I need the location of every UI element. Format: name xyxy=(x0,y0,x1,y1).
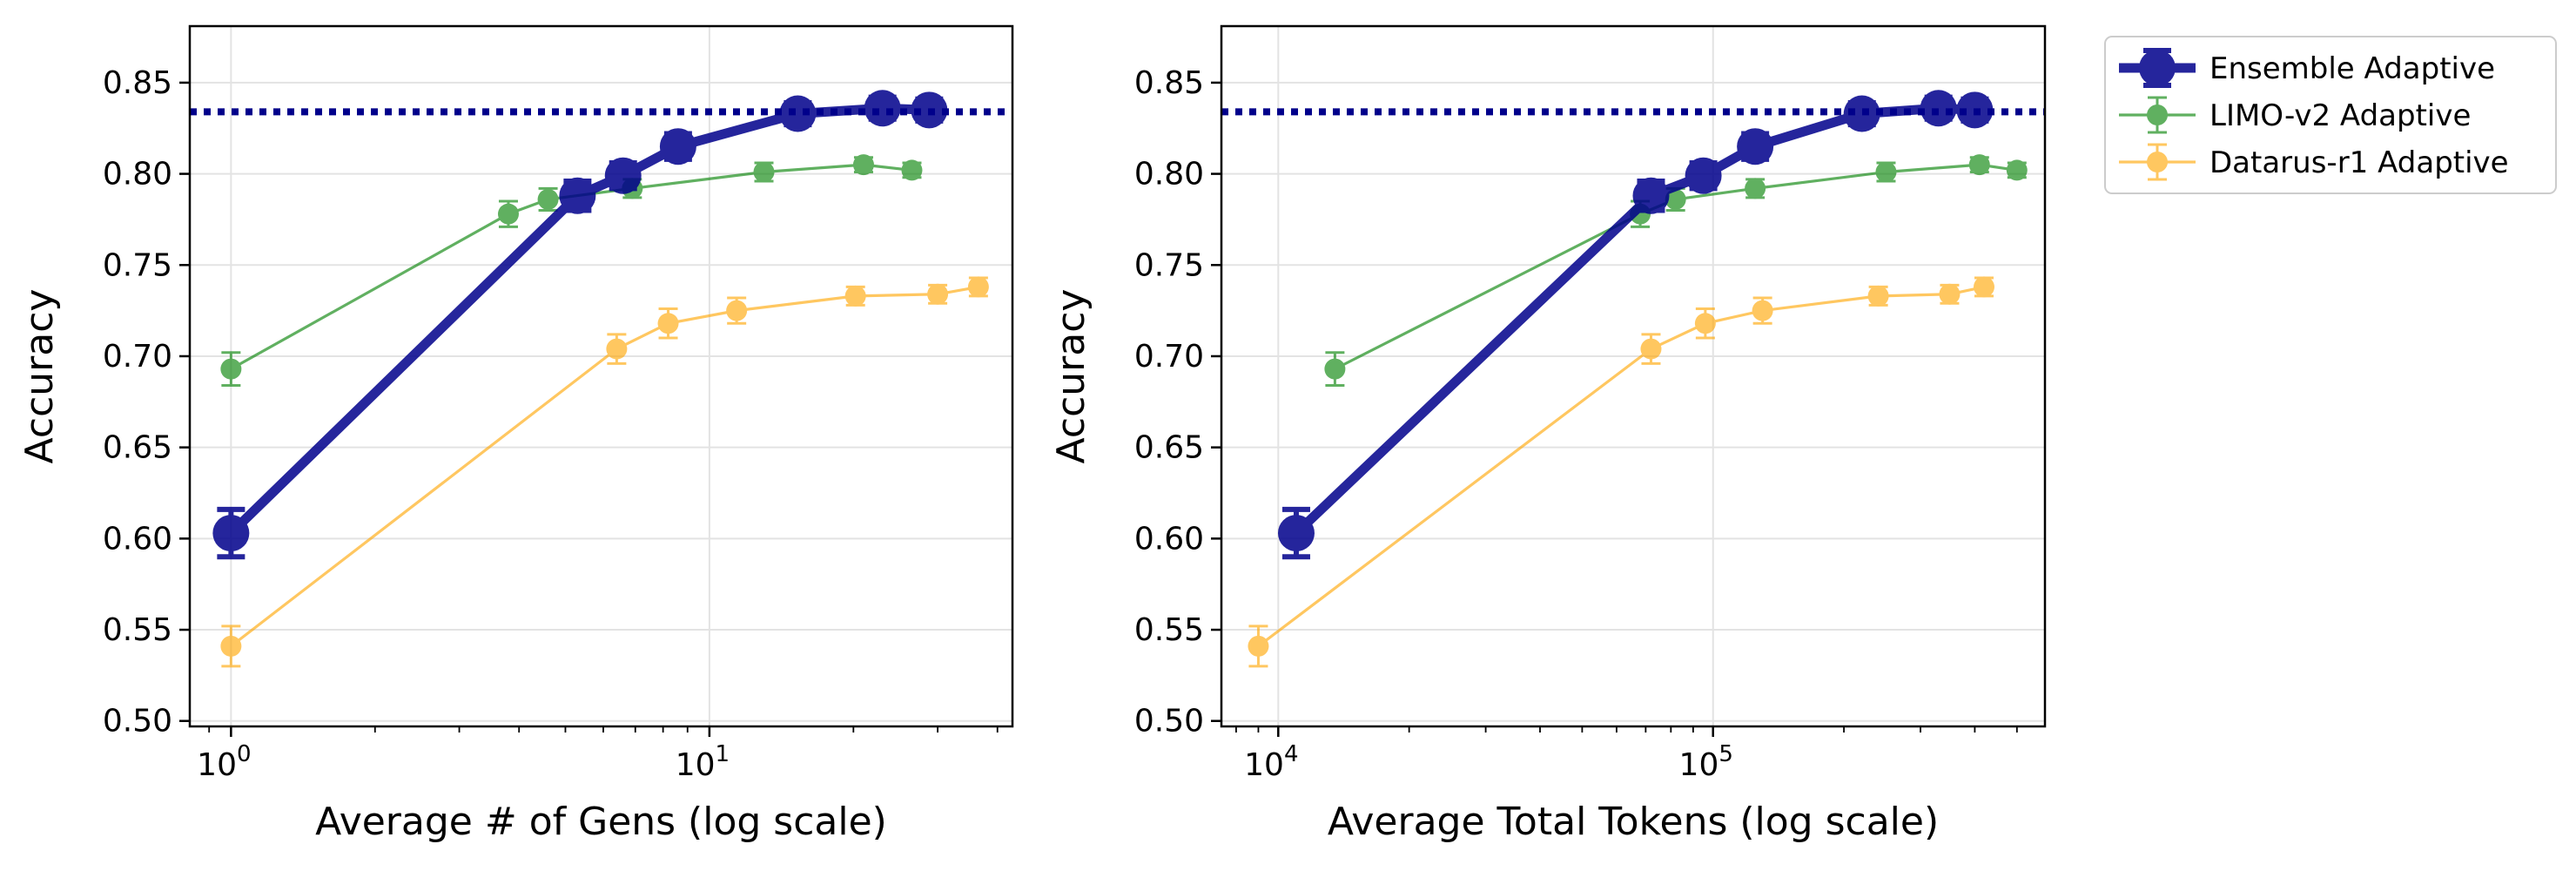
y-tick-label: 0.70 xyxy=(1134,339,1204,375)
data-point xyxy=(604,157,642,194)
x-tick-label: 104 xyxy=(1244,741,1298,783)
y-tick-label: 0.65 xyxy=(103,430,172,466)
y-tick-label: 0.65 xyxy=(1134,430,1204,466)
legend-entry-marker xyxy=(2119,143,2196,181)
data-point xyxy=(1920,90,1957,127)
data-point xyxy=(864,90,901,127)
chart-average-gens: 0.50 0.55 0.60 0.65 0.70 0.75 0.80 0.85 100 101 Av… xyxy=(17,24,1014,844)
data-point xyxy=(967,276,989,298)
legend-marker xyxy=(2139,50,2176,86)
y-tick-label: 0.80 xyxy=(103,157,172,192)
y-tick-label: 0.75 xyxy=(1134,247,1204,283)
x-tick-label: 100 xyxy=(197,741,251,783)
legend-label: Ensemble Adaptive xyxy=(2209,51,2495,86)
y-tick-label: 0.55 xyxy=(1134,612,1204,648)
x-tick-label: 101 xyxy=(676,741,730,783)
legend-marker xyxy=(2147,152,2168,172)
data-point xyxy=(1665,188,1686,210)
data-point xyxy=(1875,161,1897,183)
data-point xyxy=(537,188,559,210)
data-point xyxy=(779,95,817,132)
plot-area xyxy=(1221,26,2045,726)
data-point xyxy=(606,338,628,360)
plot-area xyxy=(190,26,1012,726)
data-point xyxy=(1737,128,1774,165)
legend-label: Datarus-r1 Adaptive xyxy=(2209,145,2509,180)
data-point xyxy=(559,177,596,214)
data-point xyxy=(901,159,923,181)
data-point xyxy=(911,91,948,129)
chart-average-tokens: 0.50 0.55 0.60 0.65 0.70 0.75 0.80 0.85 104 105 Av… xyxy=(1049,24,2047,844)
data-point xyxy=(1968,154,1990,176)
legend: Ensemble Adaptive LIMO-v2 Adaptive Datarus… xyxy=(2104,36,2557,194)
data-point xyxy=(657,313,679,334)
x-axis-title: Average # of Gens (log scale) xyxy=(315,800,887,844)
data-point xyxy=(1248,635,1269,657)
series-datarus-r1-adaptive xyxy=(220,276,989,668)
data-point xyxy=(1752,300,1773,321)
data-point xyxy=(1939,283,1961,305)
y-tick-label: 0.50 xyxy=(103,704,172,739)
series-ensemble-adaptive xyxy=(1277,90,1994,560)
legend-entry-marker xyxy=(2119,96,2196,134)
y-tick-label: 0.55 xyxy=(103,612,172,648)
data-point xyxy=(1632,177,1670,214)
legend-frame xyxy=(2104,36,2557,194)
y-tick-label: 0.85 xyxy=(103,65,172,101)
y-tick-label: 0.80 xyxy=(1134,157,1204,192)
y-axis-title: Accuracy xyxy=(1049,289,1093,464)
data-point xyxy=(844,285,866,307)
data-point xyxy=(220,635,242,657)
y-tick-label: 0.70 xyxy=(103,339,172,375)
gridlines xyxy=(1221,26,2045,726)
legend-label: LIMO-v2 Adaptive xyxy=(2209,98,2471,133)
data-point xyxy=(659,128,696,165)
data-point xyxy=(497,203,519,225)
y-tick-label: 0.60 xyxy=(103,521,172,557)
data-point xyxy=(212,515,250,552)
data-point xyxy=(1956,91,1994,129)
data-point xyxy=(753,161,775,183)
axes-frame xyxy=(188,24,1014,728)
y-tick-label: 0.60 xyxy=(1134,521,1204,557)
legend-marker xyxy=(2147,105,2168,125)
data-point xyxy=(1973,276,1994,298)
axes-frame xyxy=(1220,24,2047,728)
data-point xyxy=(1640,338,1662,360)
data-point xyxy=(1277,515,1315,552)
data-point xyxy=(1324,358,1346,380)
data-point xyxy=(852,154,874,176)
x-tick-label: 105 xyxy=(1679,741,1733,783)
data-point xyxy=(1867,285,1889,307)
data-point xyxy=(1685,157,1722,194)
data-point xyxy=(726,300,748,321)
y-tick-label: 0.50 xyxy=(1134,704,1204,739)
legend-entry-marker xyxy=(2119,48,2196,88)
data-point xyxy=(1745,178,1766,199)
data-point xyxy=(927,283,949,305)
series-ensemble-adaptive xyxy=(212,90,948,560)
data-point xyxy=(2006,159,2028,181)
data-point xyxy=(1694,313,1716,334)
series-datarus-r1-adaptive xyxy=(1248,276,1994,668)
y-axis-title: Accuracy xyxy=(17,289,62,464)
x-axis-title: Average Total Tokens (log scale) xyxy=(1328,800,1939,844)
series-limo-v2-adaptive xyxy=(1324,154,2028,387)
y-tick-label: 0.85 xyxy=(1134,65,1204,101)
y-tick-label: 0.75 xyxy=(103,247,172,283)
data-point xyxy=(220,358,242,380)
plot-content xyxy=(1221,90,2045,668)
data-point xyxy=(1843,95,1880,132)
plot-content xyxy=(190,90,1012,668)
